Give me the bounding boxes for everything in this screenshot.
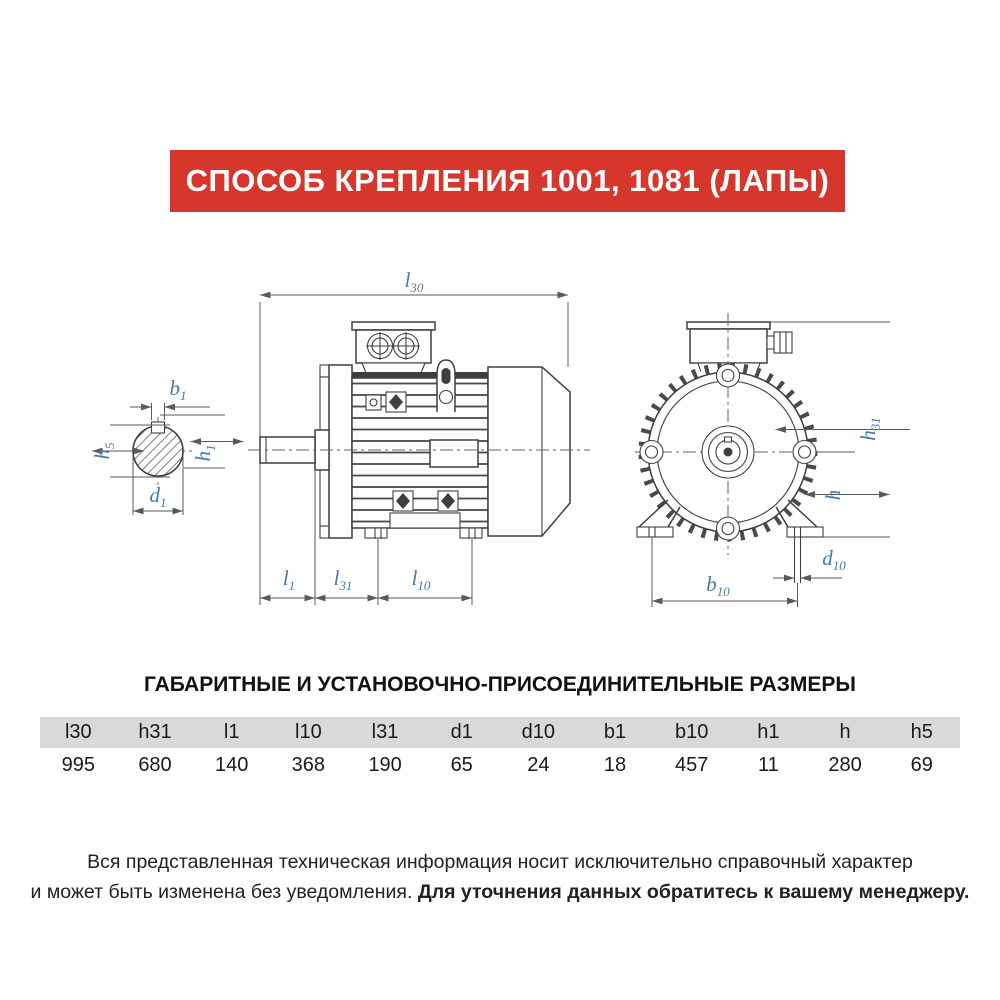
- value-cell: 368: [291, 754, 326, 776]
- value-cell: 18: [603, 754, 627, 776]
- keyway: [150, 421, 166, 434]
- value-cell: 995: [61, 754, 96, 776]
- table-header-row: l30 h31 l1 l10 l31 d1 d10 b1 b10 h1 h h5: [40, 717, 960, 748]
- header-cell: b1: [603, 721, 627, 743]
- cable-gland: [773, 331, 793, 354]
- rating-plate: [429, 439, 479, 468]
- motor-side-view: l30: [248, 268, 590, 605]
- header-cell: h31: [138, 721, 172, 743]
- value-cell: 280: [828, 754, 862, 776]
- dim-label-b1: b1: [170, 376, 187, 403]
- dim-label-l31: l31: [334, 566, 353, 593]
- endshield: [328, 364, 353, 539]
- header-cell: l30: [64, 721, 92, 743]
- header-cell: l1: [223, 721, 240, 743]
- dim-label-h1: h1: [191, 445, 218, 462]
- header-cell: l10: [295, 721, 322, 743]
- value-cell: 65: [450, 754, 473, 776]
- dim-label-h5: h5: [90, 442, 117, 460]
- header-cell: d1: [450, 721, 473, 743]
- value-cell: 24: [527, 754, 550, 776]
- eyebolt: [436, 359, 456, 412]
- value-cell: 680: [138, 754, 172, 776]
- disclaimer-line1: Вся представленная техническая информаци…: [87, 851, 913, 873]
- header-cell: h: [839, 721, 851, 743]
- motor-dimension-drawing: b1 h5 h1 d1 l30: [90, 268, 910, 607]
- header-cell: l31: [371, 721, 399, 743]
- dim-label-l30: l30: [405, 268, 424, 295]
- banner-title: СПОСОБ КРЕПЛЕНИЯ 1001, 1081 (ЛАПЫ): [185, 163, 830, 198]
- value-cell: 457: [675, 754, 709, 776]
- value-cell: 190: [368, 754, 402, 776]
- value-cell: 69: [910, 754, 933, 776]
- dim-label-l10: l10: [412, 566, 431, 593]
- value-cell: 11: [758, 754, 779, 776]
- dim-label-h31: h31: [856, 417, 883, 441]
- dim-label-d10: d10: [822, 546, 846, 573]
- header-cell: h5: [910, 721, 933, 743]
- terminal-box-lid: [351, 321, 436, 331]
- header-cell: d10: [521, 721, 556, 743]
- dim-label-h: h: [821, 490, 845, 501]
- rear-housing: [487, 366, 571, 537]
- dimensions-table: l30 h31 l1 l10 l31 d1 d10 b1 b10 h1 h h5…: [40, 717, 960, 782]
- value-cell: 140: [214, 754, 249, 776]
- shaft-section-view: b1 h5 h1 d1: [90, 376, 244, 515]
- header-cell: b10: [675, 721, 709, 743]
- dim-label-b10: b10: [706, 572, 730, 599]
- motor-front-view: h31 h d10 b10: [635, 313, 910, 607]
- title-banner: СПОСОБ КРЕПЛЕНИЯ 1001, 1081 (ЛАПЫ): [170, 150, 845, 212]
- table-value-row: 995 680 140 368 190 65 24 18 457 11 280 …: [40, 748, 960, 782]
- table-title: ГАБАРИТНЫЕ И УСТАНОВОЧНО-ПРИСОЕДИНИТЕЛЬН…: [143, 673, 856, 696]
- header-cell: h1: [757, 721, 780, 743]
- dim-label-d1: d1: [150, 483, 167, 510]
- disclaimer-line2: и может быть изменена без уведомления. Д…: [30, 881, 970, 903]
- dim-label-l1: l1: [283, 566, 295, 593]
- disclaimer: Вся представленная техническая информаци…: [0, 847, 1000, 907]
